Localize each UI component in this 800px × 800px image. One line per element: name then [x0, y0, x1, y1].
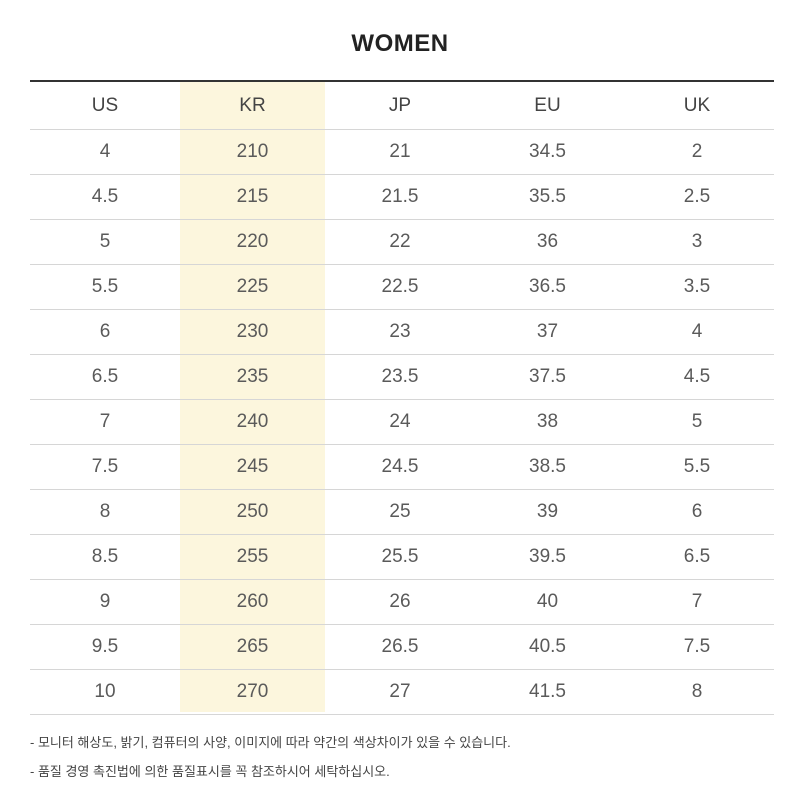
cell-jp: 24 [325, 399, 475, 445]
size-table: US KR JP EU UK 4 210 21 34.5 2 4.5 215 21.5 35.5… [30, 82, 774, 715]
cell-kr: 270 [180, 669, 325, 715]
table-row: 10 270 27 41.5 8 [30, 669, 774, 715]
cell-kr: 265 [180, 624, 325, 670]
cell-us: 6 [30, 309, 180, 355]
cell-kr: 210 [180, 129, 325, 175]
table-row: 9.5 265 26.5 40.5 7.5 [30, 624, 774, 670]
cell-us: 9 [30, 579, 180, 625]
cell-uk: 4.5 [620, 354, 774, 400]
cell-kr: 235 [180, 354, 325, 400]
cell-jp: 21 [325, 129, 475, 175]
header-jp: JP [325, 82, 475, 130]
cell-uk: 6 [620, 489, 774, 535]
cell-us: 8 [30, 489, 180, 535]
cell-eu: 40 [475, 579, 620, 625]
cell-eu: 40.5 [475, 624, 620, 670]
table-row: 7.5 245 24.5 38.5 5.5 [30, 444, 774, 490]
cell-eu: 39.5 [475, 534, 620, 580]
cell-us: 5 [30, 219, 180, 265]
cell-jp: 25 [325, 489, 475, 535]
header-us: US [30, 82, 180, 130]
cell-eu: 37.5 [475, 354, 620, 400]
cell-jp: 21.5 [325, 174, 475, 220]
table-row: 7 240 24 38 5 [30, 399, 774, 445]
cell-uk: 3 [620, 219, 774, 265]
note-item: - 품질 경영 촉진법에 의한 품질표시를 꼭 참조하시어 세탁하십시오. [30, 764, 390, 779]
table-row: 5 220 22 36 3 [30, 219, 774, 265]
cell-kr: 215 [180, 174, 325, 220]
cell-uk: 7.5 [620, 624, 774, 670]
size-chart: US KR JP EU UK 4 210 21 34.5 2 4.5 215 21.5 35.5… [30, 80, 774, 715]
cell-uk: 6.5 [620, 534, 774, 580]
cell-kr: 250 [180, 489, 325, 535]
cell-us: 7.5 [30, 444, 180, 490]
cell-jp: 22.5 [325, 264, 475, 310]
cell-uk: 5 [620, 399, 774, 445]
table-row: 8 250 25 39 6 [30, 489, 774, 535]
table-row: 4 210 21 34.5 2 [30, 129, 774, 175]
header-row: US KR JP EU UK [30, 82, 774, 130]
cell-jp: 26 [325, 579, 475, 625]
page-title: WOMEN [351, 30, 449, 57]
cell-uk: 2.5 [620, 174, 774, 220]
table-row: 9 260 26 40 7 [30, 579, 774, 625]
header-eu: EU [475, 82, 620, 130]
cell-us: 4.5 [30, 174, 180, 220]
table-row: 6 230 23 37 4 [30, 309, 774, 355]
cell-kr: 240 [180, 399, 325, 445]
cell-uk: 4 [620, 309, 774, 355]
table-row: 4.5 215 21.5 35.5 2.5 [30, 174, 774, 220]
cell-eu: 37 [475, 309, 620, 355]
cell-us: 4 [30, 129, 180, 175]
cell-uk: 7 [620, 579, 774, 625]
note-item: - 모니터 해상도, 밝기, 컴퓨터의 사양, 이미지에 따라 약간의 색상차이… [30, 735, 511, 750]
cell-kr: 225 [180, 264, 325, 310]
cell-jp: 22 [325, 219, 475, 265]
cell-eu: 38.5 [475, 444, 620, 490]
cell-jp: 23 [325, 309, 475, 355]
cell-kr: 255 [180, 534, 325, 580]
cell-kr: 230 [180, 309, 325, 355]
cell-kr: 220 [180, 219, 325, 265]
cell-eu: 38 [475, 399, 620, 445]
header-kr: KR [180, 82, 325, 130]
cell-uk: 2 [620, 129, 774, 175]
cell-uk: 5.5 [620, 444, 774, 490]
table-row: 8.5 255 25.5 39.5 6.5 [30, 534, 774, 580]
cell-uk: 8 [620, 669, 774, 715]
cell-uk: 3.5 [620, 264, 774, 310]
table-row: 5.5 225 22.5 36.5 3.5 [30, 264, 774, 310]
cell-eu: 35.5 [475, 174, 620, 220]
cell-us: 9.5 [30, 624, 180, 670]
cell-kr: 245 [180, 444, 325, 490]
cell-eu: 39 [475, 489, 620, 535]
cell-jp: 27 [325, 669, 475, 715]
cell-us: 6.5 [30, 354, 180, 400]
cell-eu: 36.5 [475, 264, 620, 310]
notes: - 모니터 해상도, 밝기, 컴퓨터의 사양, 이미지에 따라 약간의 색상차이… [30, 728, 790, 786]
cell-eu: 34.5 [475, 129, 620, 175]
cell-us: 7 [30, 399, 180, 445]
table-row: 6.5 235 23.5 37.5 4.5 [30, 354, 774, 400]
cell-eu: 41.5 [475, 669, 620, 715]
cell-kr: 260 [180, 579, 325, 625]
header-uk: UK [620, 82, 774, 130]
cell-jp: 26.5 [325, 624, 475, 670]
cell-us: 8.5 [30, 534, 180, 580]
cell-us: 5.5 [30, 264, 180, 310]
cell-eu: 36 [475, 219, 620, 265]
table-top-rule [30, 80, 774, 82]
cell-jp: 24.5 [325, 444, 475, 490]
cell-jp: 25.5 [325, 534, 475, 580]
cell-jp: 23.5 [325, 354, 475, 400]
cell-us: 10 [30, 669, 180, 715]
